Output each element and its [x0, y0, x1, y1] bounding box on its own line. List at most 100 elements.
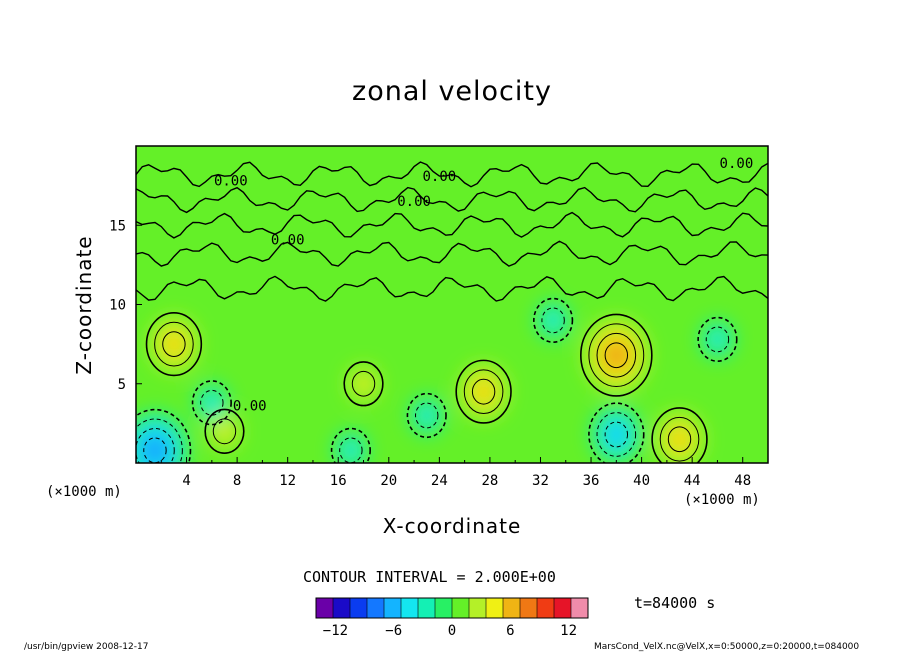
zero-contour-0 — [136, 161, 768, 188]
contour-line-0-1 — [580, 313, 653, 397]
contour-line-12-2 — [339, 437, 363, 463]
x-tick-label-3: 16 — [330, 473, 347, 489]
zero-contour-1 — [136, 186, 768, 214]
colorbar-swatch-14 — [554, 598, 572, 618]
x-tick-label-11: 48 — [734, 473, 751, 489]
colorbar-swatch-13 — [537, 598, 555, 618]
colorbar-tick-1: −6 — [385, 623, 402, 639]
contour-line-0-4 — [604, 342, 629, 369]
x-tick-label-7: 32 — [532, 473, 549, 489]
footer-left: /usr/bin/gpview 2008-12-17 — [24, 642, 149, 652]
colorbar-swatch-4 — [384, 598, 402, 618]
x-tick-label-1: 8 — [233, 473, 241, 489]
colorbar-swatch-8 — [452, 598, 470, 618]
x-axis-label: X-coordinate — [382, 514, 522, 538]
contour-line-1-3 — [162, 331, 186, 358]
contour-line-4-1 — [204, 408, 245, 454]
velocity-field: 0.00 0.00 0.00 0.00 0.00 0.00 — [136, 146, 768, 463]
colorbar-swatch-5 — [401, 598, 419, 618]
contour-line-10-1 — [533, 297, 574, 344]
time-label: t=84000 s — [634, 594, 716, 612]
contour-line-8-3 — [136, 427, 175, 463]
contour-line-1-2 — [154, 321, 194, 367]
x-tick-label-9: 40 — [633, 473, 650, 489]
x-tick-label-2: 12 — [279, 473, 296, 489]
colorbar-tick-2: 0 — [448, 623, 456, 639]
colorbar-swatch-11 — [503, 598, 521, 618]
contour-line-5-1 — [651, 407, 708, 463]
colorbar-swatch-3 — [367, 598, 385, 618]
contour-line-1-1 — [145, 312, 203, 377]
x-tick-label-4: 20 — [380, 473, 397, 489]
field-extremum-3-level-3 — [476, 383, 491, 401]
footer-right: MarsCond_VelX.nc@VelX,x=0:50000,z=0:2000… — [594, 642, 860, 652]
x-tick-label-0: 4 — [182, 473, 190, 489]
field-extremum-0-level-4 — [609, 346, 624, 364]
colorbar-swatch-9 — [469, 598, 487, 618]
zero-contour-4 — [136, 275, 768, 302]
contour-label-5: 0.00 — [233, 399, 267, 415]
contour-line-5-3 — [667, 426, 692, 453]
field-extremum-12-level-2 — [343, 441, 359, 459]
x-unit-label-right: (×1000 m) — [684, 492, 760, 508]
colorbar-swatch-7 — [435, 598, 453, 618]
contour-line-7-1 — [191, 380, 232, 426]
x-tick-label-6: 28 — [481, 473, 498, 489]
contour-line-12-1 — [330, 427, 371, 463]
contour-line-8-4 — [143, 437, 167, 463]
contour-line-8-2 — [136, 418, 183, 463]
contour-interval-text: CONTOUR INTERVAL = 2.000E+00 — [303, 568, 556, 586]
colorbar-swatch-15 — [571, 598, 589, 618]
colorbar-swatch-1 — [333, 598, 351, 618]
contour-line-6-3 — [604, 421, 629, 448]
contour-label-3: 0.00 — [397, 194, 431, 210]
field-extremum-2-level-2 — [356, 375, 371, 393]
field-extremum-5-level-3 — [672, 430, 687, 448]
x-unit-label-left: (×1000 m) — [46, 484, 122, 500]
y-tick-label-1: 10 — [109, 298, 126, 314]
contour-line-11-1 — [406, 392, 447, 439]
contour-line-9-1 — [697, 316, 738, 363]
field-extremum-10-level-2 — [545, 311, 561, 329]
y-tick-label-0: 5 — [118, 377, 126, 393]
contour-line-3-1 — [455, 359, 512, 424]
colorbar-tick-3: 6 — [506, 623, 514, 639]
x-tick-label-10: 44 — [684, 473, 701, 489]
y-axis-ticks: 5 10 15 — [109, 218, 142, 393]
zero-contour-3 — [136, 240, 768, 267]
y-tick-label-2: 15 — [109, 218, 126, 234]
contour-label-2: 0.00 — [423, 169, 457, 185]
field-extremum-8-level-4 — [147, 441, 163, 459]
x-tick-label-8: 36 — [583, 473, 600, 489]
colorbar-tick-0: −12 — [323, 623, 348, 639]
field-extremum-11-level-2 — [419, 407, 434, 424]
contour-line-9-2 — [705, 326, 730, 353]
contour-line-3-3 — [471, 378, 496, 405]
field-extremum-7-level-2 — [204, 394, 220, 412]
colorbar-swatch-2 — [350, 598, 368, 618]
colorbar-tick-4: 12 — [560, 623, 577, 639]
contour-line-2-2 — [351, 370, 376, 397]
field-extremum-1-level-3 — [166, 335, 182, 353]
field-background — [136, 146, 768, 463]
contour-line-10-2 — [541, 307, 565, 334]
contour-line-0-2 — [588, 323, 645, 388]
chart-title: zonal velocity — [352, 76, 552, 107]
contour-label-4: 0.00 — [271, 232, 305, 248]
colorbar: −12 −6 0 6 12 — [315, 597, 589, 639]
contour-line-11-2 — [415, 402, 439, 429]
contour-line-6-2 — [596, 412, 637, 457]
colorbar-border — [315, 597, 589, 619]
x-axis-ticks: 4 8 12 16 20 24 28 32 36 40 44 48 — [160, 457, 751, 489]
field-extremum-4-level-2 — [217, 422, 232, 440]
x-tick-label-5: 24 — [431, 473, 448, 489]
contour-line-8-1 — [136, 408, 192, 463]
zero-contour-2 — [136, 211, 768, 239]
colorbar-swatch-0 — [316, 598, 334, 618]
contour-line-0-3 — [596, 332, 637, 378]
field-extremum-6-level-3 — [609, 426, 624, 443]
contour-label-0: 0.00 — [720, 156, 754, 172]
colorbar-swatch-6 — [418, 598, 436, 618]
contour-label-1: 0.00 — [214, 174, 248, 190]
